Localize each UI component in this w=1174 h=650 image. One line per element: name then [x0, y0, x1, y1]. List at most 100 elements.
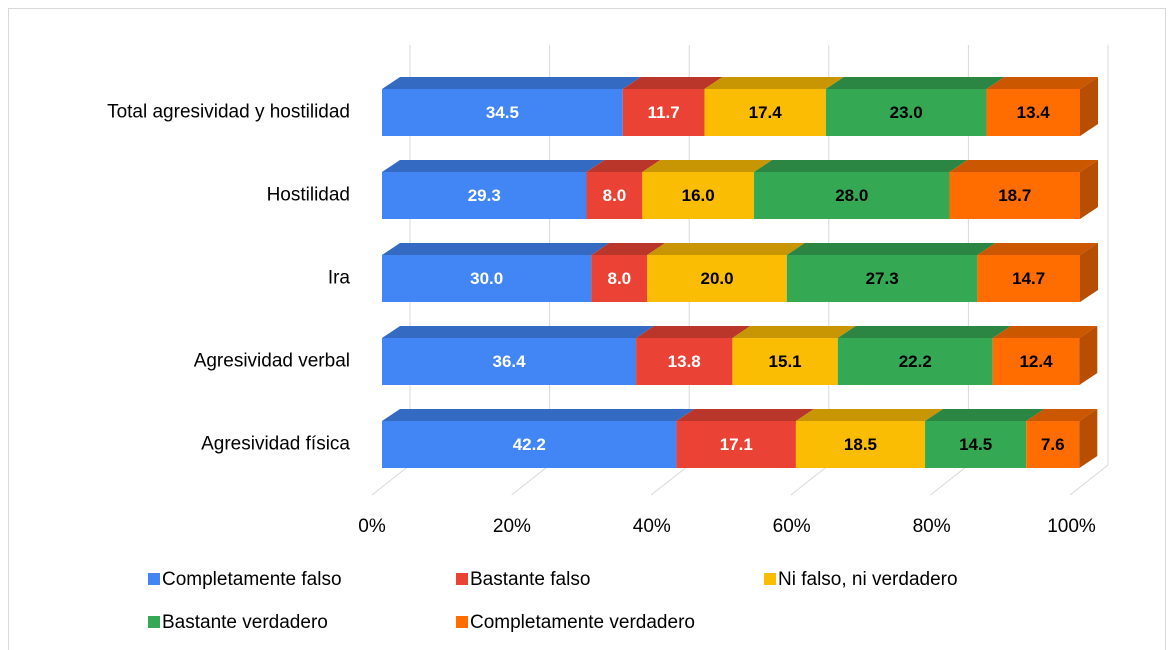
value-label: 27.3: [866, 269, 899, 288]
bar: [754, 172, 950, 219]
bar-top: [636, 326, 751, 338]
x-tick-label: 60%: [773, 516, 811, 537]
bar-top: [591, 243, 666, 255]
bar: [636, 338, 733, 385]
grid-floor-line: [511, 464, 550, 496]
bar-top: [704, 77, 844, 89]
bar: [382, 255, 592, 302]
bar: [642, 172, 755, 219]
legend-label: Completamente verdadero: [470, 612, 695, 633]
bar: [795, 421, 926, 468]
value-label: 11.7: [648, 103, 680, 122]
bar-top: [825, 77, 1005, 89]
value-label: 8.0: [607, 269, 631, 288]
bar-top: [382, 409, 695, 421]
bar-top: [986, 77, 1098, 89]
bar: [676, 421, 796, 468]
category-label: Hostilidad: [267, 185, 350, 206]
bar: [786, 255, 978, 302]
bar-top: [382, 326, 655, 338]
value-label: 28.0: [835, 186, 868, 205]
bar-top: [732, 326, 856, 338]
value-label: 17.4: [749, 103, 783, 122]
category-label: Ira: [328, 268, 351, 289]
bar: [382, 172, 587, 219]
value-label: 15.1: [769, 352, 802, 371]
bar-top: [586, 160, 661, 172]
value-label: 34.5: [486, 103, 519, 122]
grid-floor-line: [1069, 464, 1109, 496]
bar-top: [992, 326, 1098, 338]
legend-swatch: [456, 616, 468, 628]
bar: [382, 89, 623, 136]
bar: [986, 89, 1080, 136]
x-tick-label: 0%: [358, 516, 386, 537]
value-label: 29.3: [468, 186, 501, 205]
category-label: Agresividad física: [201, 434, 350, 455]
bar-top: [925, 409, 1045, 421]
value-label: 18.5: [844, 435, 877, 454]
bar-top: [382, 243, 610, 255]
value-label: 7.6: [1041, 435, 1065, 454]
category-label: Agresividad verbal: [194, 351, 350, 372]
legend-label: Bastante falso: [470, 569, 590, 590]
category-label: Total agresividad y hostilidad: [107, 102, 350, 123]
value-label: 17.1: [720, 435, 753, 454]
bar-side: [1080, 160, 1098, 219]
legend-swatch: [456, 573, 468, 585]
bar-top: [382, 77, 641, 89]
value-label: 22.2: [899, 352, 932, 371]
bar-top: [622, 77, 723, 89]
bar: [732, 338, 838, 385]
legend-swatch: [148, 573, 160, 585]
bar-top: [837, 326, 1011, 338]
value-label: 18.7: [998, 186, 1031, 205]
bar: [949, 172, 1080, 219]
bar-side: [1079, 326, 1098, 385]
bar: [977, 255, 1080, 302]
bar: [647, 255, 787, 302]
bar: [704, 89, 826, 136]
bar: [591, 255, 648, 302]
value-label: 12.4: [1019, 352, 1053, 371]
bar-top: [382, 160, 605, 172]
legend-label: Bastante verdadero: [162, 612, 328, 633]
bar-side: [1079, 409, 1098, 468]
value-label: 23.0: [890, 103, 923, 122]
value-label: 14.5: [959, 435, 992, 454]
bar-top: [786, 243, 996, 255]
bar: [586, 172, 643, 219]
value-label: 42.2: [513, 435, 546, 454]
value-label: 20.0: [700, 269, 733, 288]
grid-floor-line: [930, 464, 969, 496]
bar: [1026, 421, 1080, 468]
bar-side: [1080, 77, 1098, 136]
x-tick-label: 100%: [1047, 516, 1096, 537]
x-tick-label: 20%: [493, 516, 531, 537]
bar: [382, 421, 677, 468]
legend-label: Ni falso, ni verdadero: [778, 569, 958, 590]
bar: [825, 89, 987, 136]
bar: [837, 338, 993, 385]
grid-floor-line: [371, 464, 411, 496]
bar: [992, 338, 1080, 385]
bar-top: [795, 409, 944, 421]
x-tick-label: 40%: [633, 516, 671, 537]
bar-top: [676, 409, 814, 421]
value-label: 8.0: [603, 186, 627, 205]
x-tick-label: 80%: [913, 516, 951, 537]
value-label: 36.4: [492, 352, 526, 371]
bar-top: [754, 160, 968, 172]
legend-swatch: [764, 573, 776, 585]
bar-top: [977, 243, 1098, 255]
legend-swatch: [148, 616, 160, 628]
grid-floor-line: [790, 464, 830, 496]
bar: [382, 338, 637, 385]
legend-label: Completamente falso: [162, 569, 342, 590]
bar: [925, 421, 1027, 468]
bar-side: [1080, 243, 1098, 302]
value-label: 13.4: [1017, 103, 1051, 122]
value-label: 30.0: [470, 269, 503, 288]
bar-top: [1026, 409, 1098, 421]
